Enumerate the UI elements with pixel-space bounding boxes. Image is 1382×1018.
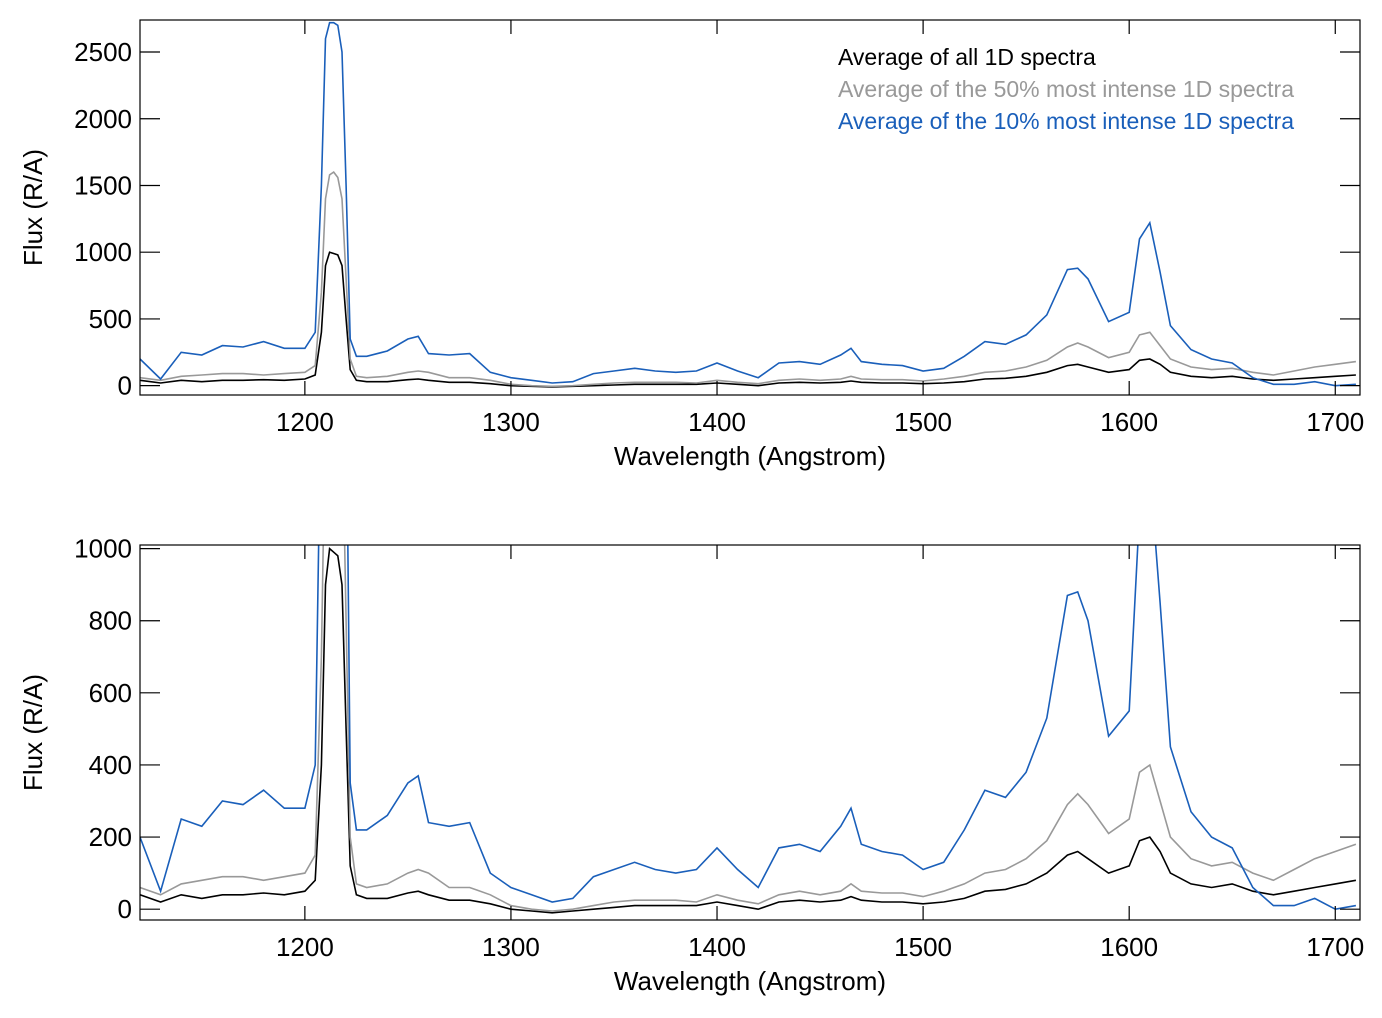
x-tick-label: 1200 — [276, 407, 334, 437]
series-line — [140, 171, 1357, 388]
y-tick-label: 1000 — [74, 534, 132, 564]
series-line — [140, 546, 1357, 914]
x-tick-label: 1600 — [1100, 407, 1158, 437]
x-tick-label: 1500 — [894, 407, 952, 437]
panel: 1200 1300 1400 1500 1600 1700 0 500 1000 1500 2000… — [18, 19, 1364, 471]
panel: 1200 1300 1400 1500 1600 1700 0 200 400 600 800 100… — [18, 534, 1364, 996]
x-tick-label: 1300 — [482, 407, 540, 437]
x-tick-label: 1700 — [1306, 407, 1364, 437]
legend-entry: Average of the 50% most intense 1D spect… — [838, 76, 1294, 102]
x-tick-label: 1400 — [688, 407, 746, 437]
x-tick-label: 1700 — [1306, 932, 1364, 962]
plot-frame — [139, 544, 1361, 921]
y-tick-label: 0 — [118, 371, 132, 401]
x-tick-label: 1200 — [276, 932, 334, 962]
series-line — [140, 21, 1356, 387]
plot-frame — [139, 19, 1361, 396]
x-axis-label: Wavelength (Angstrom) — [614, 441, 886, 471]
series-line — [140, 545, 1357, 912]
x-tick-label: 1400 — [688, 932, 746, 962]
x-tick-label: 1500 — [894, 932, 952, 962]
y-tick-label: 800 — [89, 606, 132, 636]
y-axis-label: Flux (R/A) — [18, 674, 48, 791]
y-tick-label: 1000 — [74, 237, 132, 267]
y-tick-label: 1500 — [74, 170, 132, 200]
y-tick-label: 600 — [89, 678, 132, 708]
series-line — [140, 251, 1356, 388]
y-tick-label: 0 — [118, 894, 132, 924]
series-line — [140, 545, 1357, 911]
y-axis-label: Flux (R/A) — [18, 149, 48, 266]
x-tick-label: 1300 — [482, 932, 540, 962]
legend-entry: Average of all 1D spectra — [838, 44, 1096, 70]
y-tick-label: 2000 — [74, 104, 132, 134]
x-tick-label: 1600 — [1100, 932, 1158, 962]
y-tick-label: 200 — [89, 822, 132, 852]
x-axis-label: Wavelength (Angstrom) — [614, 966, 886, 996]
y-tick-label: 500 — [89, 304, 132, 334]
legend-entry: Average of the 10% most intense 1D spect… — [838, 108, 1294, 134]
y-tick-label: 2500 — [74, 37, 132, 67]
y-tick-label: 400 — [89, 750, 132, 780]
